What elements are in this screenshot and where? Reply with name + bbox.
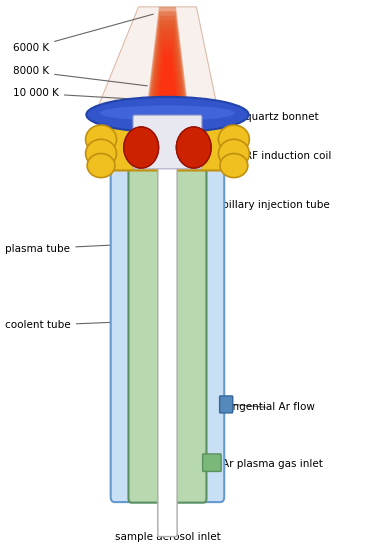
Polygon shape [158, 56, 177, 113]
Polygon shape [155, 43, 180, 113]
Polygon shape [157, 52, 178, 113]
Ellipse shape [219, 139, 249, 168]
Polygon shape [152, 29, 183, 113]
Text: RF induction coil: RF induction coil [239, 149, 331, 161]
FancyBboxPatch shape [128, 124, 207, 503]
FancyBboxPatch shape [133, 115, 202, 169]
Ellipse shape [100, 106, 235, 120]
Polygon shape [96, 7, 216, 113]
Text: 6000 K: 6000 K [13, 14, 153, 53]
Ellipse shape [86, 125, 116, 153]
Ellipse shape [86, 139, 116, 168]
FancyBboxPatch shape [106, 111, 229, 170]
Ellipse shape [124, 127, 159, 168]
Ellipse shape [124, 127, 159, 168]
Text: coolent tube: coolent tube [5, 320, 129, 331]
Text: plasma tube: plasma tube [5, 244, 112, 254]
Polygon shape [148, 16, 187, 113]
Text: 10 000 K: 10 000 K [13, 89, 145, 100]
FancyBboxPatch shape [158, 132, 177, 537]
Polygon shape [149, 20, 186, 113]
Ellipse shape [87, 153, 115, 178]
Polygon shape [152, 34, 182, 113]
Ellipse shape [176, 127, 211, 168]
FancyBboxPatch shape [220, 396, 233, 413]
Text: 8000 K: 8000 K [13, 67, 147, 86]
Text: sample aerosol inlet: sample aerosol inlet [115, 531, 220, 542]
FancyBboxPatch shape [111, 109, 224, 502]
Text: quartz bonnet: quartz bonnet [223, 112, 318, 123]
Polygon shape [151, 25, 184, 113]
Polygon shape [146, 7, 189, 113]
Ellipse shape [219, 125, 249, 153]
Text: tangential Ar flow: tangential Ar flow [222, 403, 314, 412]
Text: capillary injection tube: capillary injection tube [184, 191, 330, 210]
Polygon shape [154, 38, 181, 113]
Ellipse shape [176, 127, 211, 168]
Ellipse shape [86, 97, 249, 133]
Ellipse shape [220, 153, 248, 178]
Polygon shape [147, 12, 187, 113]
Polygon shape [156, 47, 179, 113]
FancyBboxPatch shape [203, 454, 221, 471]
Text: Ar plasma gas inlet: Ar plasma gas inlet [217, 459, 322, 469]
